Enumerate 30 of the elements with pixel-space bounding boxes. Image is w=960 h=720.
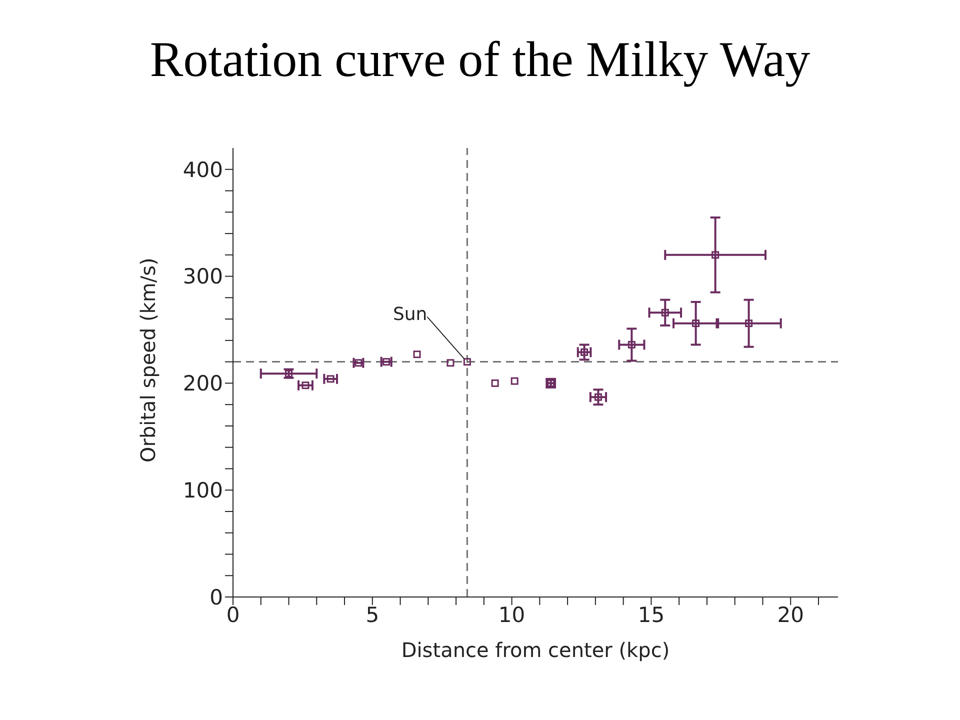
point [326,375,334,383]
x-tick-label: 15 [638,602,665,627]
chart-title: Rotation curve of the Milky Way [148,30,812,88]
point [661,308,669,316]
point [594,393,602,401]
point [510,377,518,385]
x-tick-label: 5 [366,602,380,627]
point [354,359,362,367]
annotation: Sun [392,304,428,325]
x-tick-label: 20 [777,602,804,627]
point [628,340,636,348]
point [446,359,454,367]
point [745,320,753,328]
point [302,382,310,390]
point [413,350,421,358]
y-tick-label: 0 [210,585,223,610]
point [580,348,588,356]
point [491,379,499,387]
x-tick-label: 10 [498,602,526,627]
y-tick-label: 300 [182,264,223,289]
point [712,251,720,259]
y-tick-label: 200 [182,372,223,396]
point [463,358,471,366]
y-tick-label: 400 [182,158,223,182]
y-axis-title: Orbital speed (km/s) [136,258,160,462]
point [382,358,390,366]
y-tick-label: 100 [182,478,223,503]
x-tick-label: 0 [226,602,240,627]
x-axis-title: Distance from center (kpc) [401,638,670,662]
point [692,320,700,328]
